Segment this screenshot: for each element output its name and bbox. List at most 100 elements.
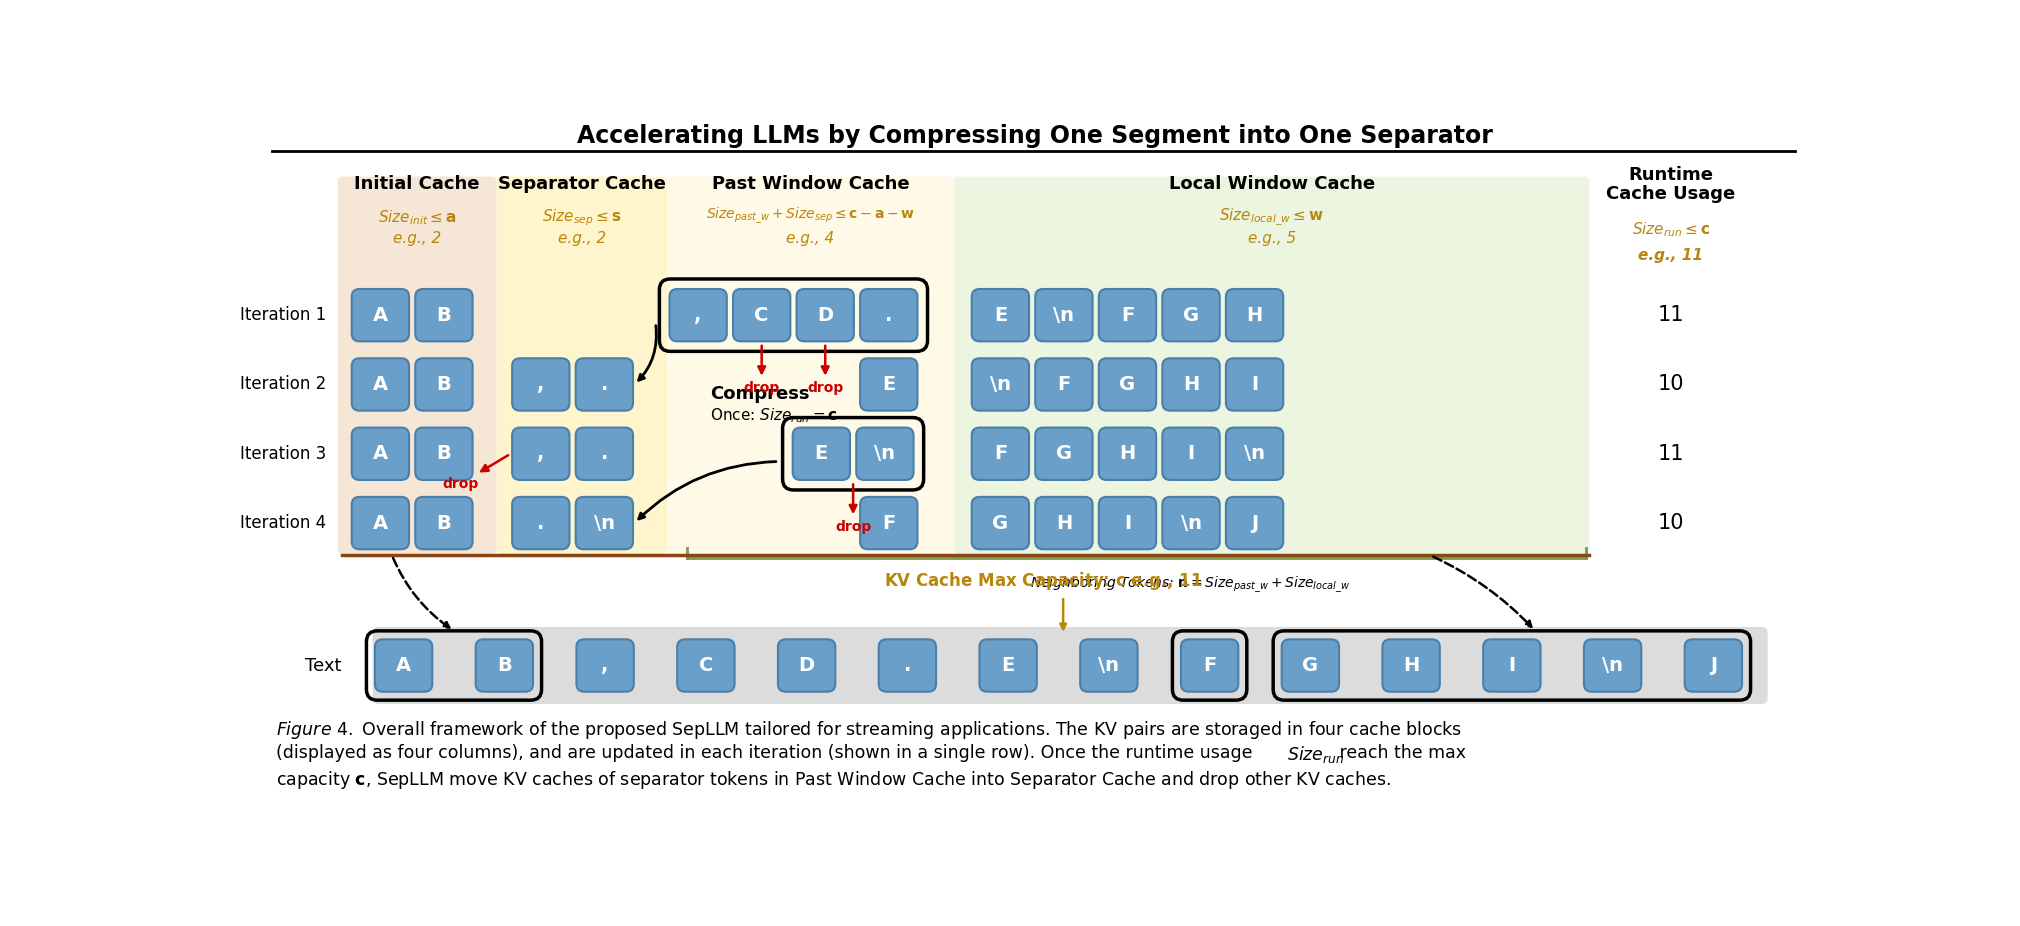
- Text: $Size_{init} \leq \mathbf{a}$: $Size_{init} \leq \mathbf{a}$: [378, 208, 457, 227]
- Text: ,: ,: [695, 306, 701, 325]
- Text: D: D: [818, 306, 834, 325]
- FancyBboxPatch shape: [1034, 497, 1093, 549]
- Text: F: F: [1056, 375, 1071, 394]
- Text: e.g., 11: e.g., 11: [1638, 248, 1703, 263]
- FancyBboxPatch shape: [1685, 639, 1741, 692]
- FancyBboxPatch shape: [667, 177, 953, 554]
- FancyBboxPatch shape: [1099, 428, 1155, 480]
- Text: .: .: [537, 514, 545, 532]
- FancyBboxPatch shape: [576, 358, 632, 410]
- FancyBboxPatch shape: [351, 358, 408, 410]
- FancyBboxPatch shape: [856, 428, 913, 480]
- Text: C: C: [755, 306, 770, 325]
- FancyBboxPatch shape: [513, 428, 570, 480]
- FancyBboxPatch shape: [351, 289, 408, 342]
- Text: Iteration 4: Iteration 4: [240, 514, 325, 532]
- FancyBboxPatch shape: [576, 497, 632, 549]
- Text: \n: \n: [1244, 444, 1265, 463]
- Text: B: B: [436, 444, 450, 463]
- Text: A: A: [374, 375, 388, 394]
- Text: Iteration 1: Iteration 1: [240, 307, 325, 324]
- Text: .: .: [885, 306, 893, 325]
- FancyBboxPatch shape: [1099, 289, 1155, 342]
- FancyBboxPatch shape: [1483, 639, 1541, 692]
- FancyBboxPatch shape: [1034, 289, 1093, 342]
- FancyBboxPatch shape: [1226, 497, 1283, 549]
- FancyBboxPatch shape: [972, 428, 1028, 480]
- Text: e.g., 2: e.g., 2: [558, 232, 606, 246]
- Text: A: A: [374, 306, 388, 325]
- FancyBboxPatch shape: [796, 289, 854, 342]
- Text: \n: \n: [990, 375, 1010, 394]
- Text: Separator Cache: Separator Cache: [499, 175, 667, 194]
- Text: D: D: [798, 656, 814, 675]
- Text: 10: 10: [1658, 513, 1685, 533]
- Text: Runtime: Runtime: [1628, 166, 1713, 184]
- Text: B: B: [497, 656, 511, 675]
- Text: H: H: [1404, 656, 1420, 675]
- Text: F: F: [1121, 306, 1133, 325]
- FancyBboxPatch shape: [861, 358, 917, 410]
- Text: Text: Text: [305, 657, 341, 674]
- Text: A: A: [374, 444, 388, 463]
- FancyBboxPatch shape: [1034, 428, 1093, 480]
- Text: drop: drop: [442, 456, 509, 491]
- FancyBboxPatch shape: [669, 289, 727, 342]
- Text: G: G: [992, 514, 1008, 532]
- Text: Initial Cache: Initial Cache: [354, 175, 479, 194]
- Text: $Size_{run} \leq \mathbf{c}$: $Size_{run} \leq \mathbf{c}$: [1632, 220, 1711, 239]
- Text: H: H: [1119, 444, 1135, 463]
- FancyBboxPatch shape: [416, 428, 473, 480]
- FancyBboxPatch shape: [1226, 428, 1283, 480]
- Text: (displayed as four columns), and are updated in each iteration (shown in a singl: (displayed as four columns), and are upd…: [277, 745, 1258, 762]
- Text: Cache Usage: Cache Usage: [1606, 185, 1735, 204]
- Text: Local Window Cache: Local Window Cache: [1168, 175, 1376, 194]
- FancyBboxPatch shape: [677, 639, 735, 692]
- FancyBboxPatch shape: [1034, 358, 1093, 410]
- FancyBboxPatch shape: [1162, 428, 1220, 480]
- Text: .: .: [903, 656, 911, 675]
- FancyBboxPatch shape: [1099, 358, 1155, 410]
- Text: B: B: [436, 375, 450, 394]
- Text: E: E: [1002, 656, 1014, 675]
- FancyBboxPatch shape: [1226, 289, 1283, 342]
- Text: KV Cache Max Capacity: $\mathbf{c}$ e.g., 11: KV Cache Max Capacity: $\mathbf{c}$ e.g.…: [883, 569, 1202, 592]
- Text: Iteration 3: Iteration 3: [240, 444, 325, 463]
- FancyBboxPatch shape: [972, 497, 1028, 549]
- Text: A: A: [374, 514, 388, 532]
- Text: E: E: [814, 444, 828, 463]
- Text: Neighboring Tokens: $\mathbf{n} = Size_{past\_w} + Size_{local\_w}$: Neighboring Tokens: $\mathbf{n} = Size_{…: [1030, 575, 1351, 595]
- FancyBboxPatch shape: [792, 428, 850, 480]
- FancyBboxPatch shape: [980, 639, 1036, 692]
- Text: G: G: [1303, 656, 1319, 675]
- Text: e.g., 2: e.g., 2: [392, 232, 440, 246]
- Text: .: .: [600, 444, 608, 463]
- Text: 11: 11: [1658, 306, 1685, 325]
- Text: Past Window Cache: Past Window Cache: [711, 175, 909, 194]
- Text: e.g., 4: e.g., 4: [786, 232, 834, 246]
- FancyBboxPatch shape: [733, 289, 790, 342]
- Text: I: I: [1123, 514, 1131, 532]
- Text: E: E: [994, 306, 1008, 325]
- Text: H: H: [1246, 306, 1262, 325]
- Text: H: H: [1184, 375, 1200, 394]
- Text: F: F: [994, 444, 1008, 463]
- FancyBboxPatch shape: [351, 497, 408, 549]
- FancyBboxPatch shape: [416, 497, 473, 549]
- Text: reach the max: reach the max: [1333, 745, 1467, 762]
- Text: B: B: [436, 306, 450, 325]
- FancyBboxPatch shape: [879, 639, 935, 692]
- FancyBboxPatch shape: [1162, 358, 1220, 410]
- Text: H: H: [1056, 514, 1073, 532]
- Text: Accelerating LLMs by Compressing One Segment into One Separator: Accelerating LLMs by Compressing One Seg…: [578, 124, 1493, 148]
- FancyBboxPatch shape: [972, 289, 1028, 342]
- Text: C: C: [699, 656, 713, 675]
- Text: drop: drop: [834, 484, 871, 534]
- Text: 11: 11: [1658, 444, 1685, 464]
- FancyBboxPatch shape: [1099, 497, 1155, 549]
- FancyBboxPatch shape: [1584, 639, 1642, 692]
- FancyBboxPatch shape: [576, 428, 632, 480]
- Text: \n: \n: [1180, 514, 1202, 532]
- Text: ,: ,: [602, 656, 608, 675]
- Text: E: E: [883, 375, 895, 394]
